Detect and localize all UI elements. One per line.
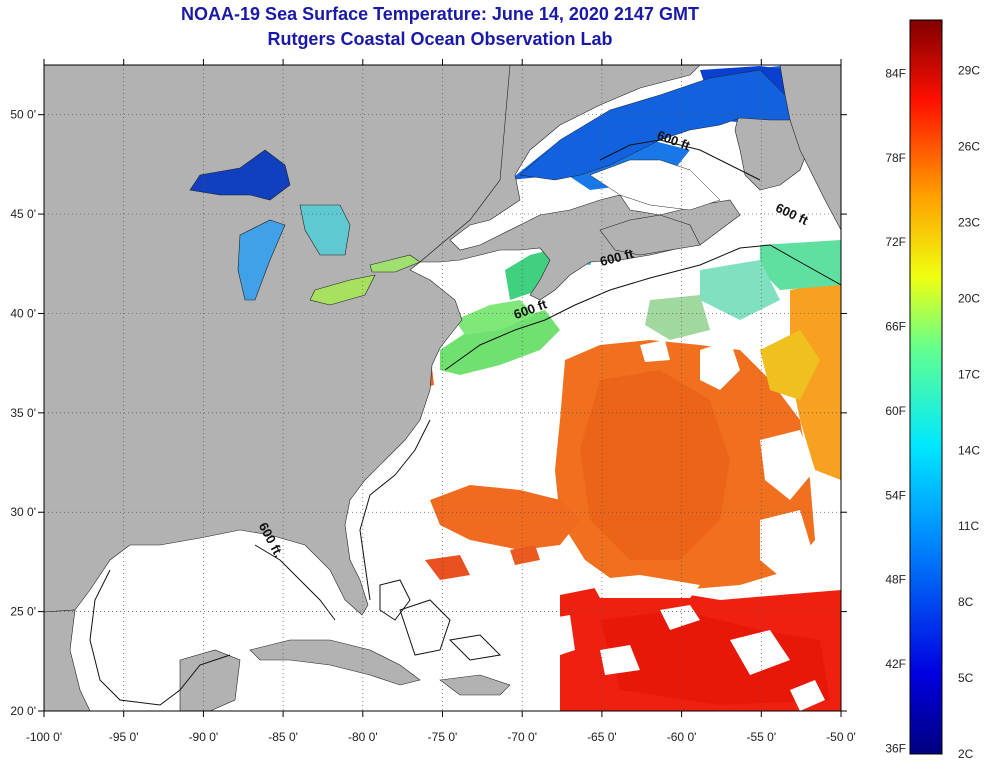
lon-tick-label: -90 0' [189,730,219,744]
lat-tick-label: 30 0' [10,505,36,519]
colorbar-f-label: 48F [885,573,906,587]
lon-tick-label: -65 0' [587,730,617,744]
lon-tick-label: -60 0' [667,730,697,744]
lat-tick-label: 45 0' [10,207,36,221]
lon-tick-label: -85 0' [268,730,298,744]
lon-tick-label: -75 0' [428,730,458,744]
colorbar-f-label: 36F [885,741,906,755]
colorbar-c-label: 5C [958,671,974,685]
north-america [44,65,516,616]
colorbar-c-label: 14C [958,443,980,457]
colorbar-c-label: 26C [958,140,980,154]
lon-tick-label: -70 0' [507,730,537,744]
colorbar-fahrenheit-labels: 84F 78F 72F 66F 60F 54F 48F 42F 36F [885,66,906,755]
colorbar-f-label: 54F [885,488,906,502]
lon-tick-label: -95 0' [109,730,139,744]
lon-tick-label: -100 0' [26,730,62,744]
hispaniola [439,674,511,696]
lat-tick-label: 50 0' [10,108,36,122]
map-subtitle: Rutgers Coastal Ocean Observation Lab [267,29,613,49]
mexico [44,609,91,711]
colorbar-f-label: 66F [885,320,906,334]
yucatan [179,649,241,711]
colorbar [909,19,943,755]
colorbar-f-label: 72F [885,235,906,249]
nova-scotia [599,214,701,256]
colorbar-f-label: 84F [885,66,906,80]
lat-tick-label: 20 0' [10,704,36,718]
lon-tick-label: -50 0' [826,730,856,744]
colorbar-c-label: 20C [958,291,980,305]
colorbar-c-label: 23C [958,215,980,229]
latitude-axis: 50 0' 45 0' 40 0' 35 0' 30 0' 25 0' 20 0' [10,108,847,718]
lat-tick-label: 35 0' [10,406,36,420]
colorbar-f-label: 78F [885,151,906,165]
colorbar-c-label: 17C [958,367,980,381]
lat-tick-label: 40 0' [10,306,36,320]
colorbar-f-label: 60F [885,404,906,418]
colorbar-f-label: 42F [885,657,906,671]
graticule [44,65,841,711]
lat-tick-label: 25 0' [10,605,36,619]
cloud-mask [460,340,825,711]
map-title: NOAA-19 Sea Surface Temperature: June 14… [181,4,699,24]
land-masses [44,65,841,711]
gulf-st-lawrence [519,69,791,211]
longitude-axis: -100 0' -95 0' -90 0' -85 0' -80 0' -75 0' -70… [26,59,856,744]
lon-tick-label: -55 0' [746,730,776,744]
colorbar-celsius-labels: 29C 26C 23C 20C 17C 14C 11C 8C 5C 2C [958,64,980,761]
colorbar-c-label: 29C [958,64,980,78]
colorbar-c-label: 11C [958,519,979,533]
isobath-600ft [89,139,841,706]
cuba [249,639,421,686]
colorbar-c-label: 2C [958,747,974,761]
colorbar-c-label: 8C [958,595,974,609]
great-lakes [189,149,421,306]
lon-tick-label: -80 0' [348,730,378,744]
